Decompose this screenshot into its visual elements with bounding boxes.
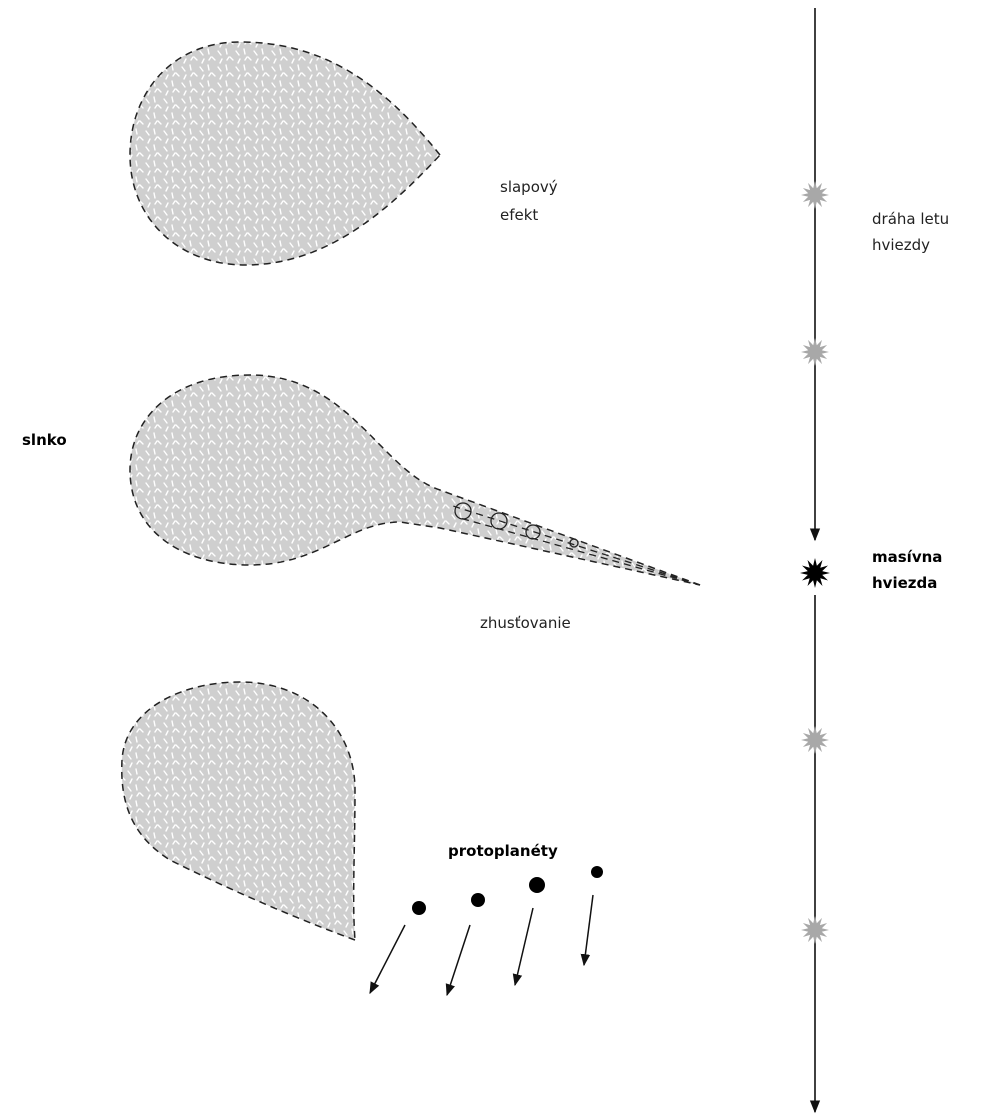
label: protoplanéty (448, 842, 558, 860)
label: slapový (500, 178, 558, 196)
label: slnko (22, 431, 67, 449)
label: hviezda (872, 574, 937, 592)
label: hviezdy (872, 236, 930, 254)
label: masívna (872, 548, 942, 566)
star (800, 558, 830, 588)
cloud-condensing (130, 375, 700, 585)
protoplanet-arrows (370, 895, 593, 995)
star (801, 338, 829, 366)
star (801, 916, 829, 944)
label: efekt (500, 206, 538, 224)
protoplanet-dots (412, 866, 603, 915)
label: dráha letu (872, 210, 949, 228)
star (801, 181, 829, 209)
cloud-tidal (130, 42, 440, 265)
diagram: slapový efekt dráha letu hviezdy slnko z… (0, 0, 985, 1120)
star (801, 726, 829, 754)
label: zhusťovanie (480, 614, 571, 632)
cloud-relaxed (122, 682, 355, 940)
